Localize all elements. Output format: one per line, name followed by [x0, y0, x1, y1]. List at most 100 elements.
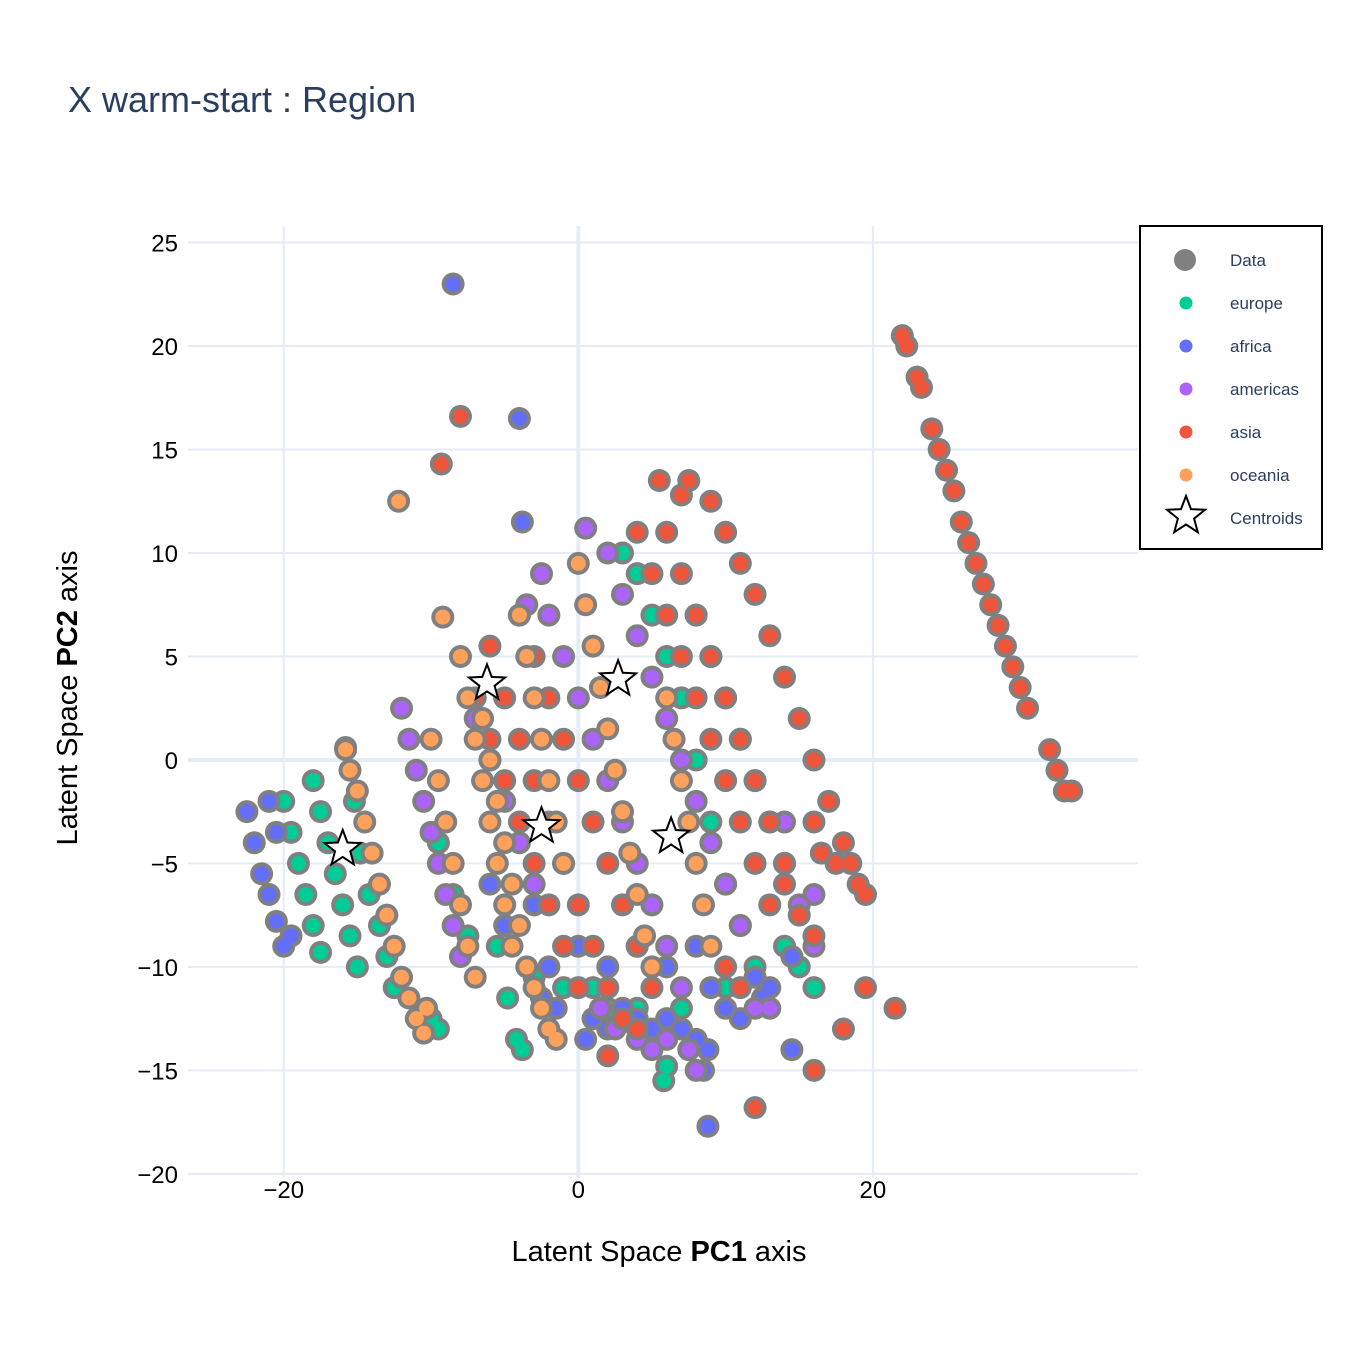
- legend-label: oceania: [1230, 466, 1290, 485]
- data-point-africa: [700, 1118, 716, 1134]
- data-point-oceania: [357, 814, 373, 830]
- data-point-asia: [791, 711, 807, 727]
- data-point-europe: [290, 855, 306, 871]
- data-point-asia: [762, 814, 778, 830]
- legend-item-asia[interactable]: asia: [1179, 423, 1262, 442]
- x-axis-title-bold: PC1: [690, 1236, 746, 1268]
- series-oceania: [334, 489, 723, 1051]
- data-point-africa: [283, 928, 299, 944]
- data-point-asia: [983, 597, 999, 613]
- data-point-asia: [806, 752, 822, 768]
- legend[interactable]: Data europe africa americas asia oceania Centr…: [1139, 225, 1323, 550]
- data-point-europe: [298, 886, 314, 902]
- y-axis-title-prefix: Latent Space: [52, 667, 84, 846]
- data-point-americas: [556, 648, 572, 664]
- legend-item-oceania[interactable]: oceania: [1179, 466, 1291, 485]
- data-point-asia: [887, 1000, 903, 1016]
- legend-item-americas[interactable]: americas: [1179, 380, 1299, 399]
- data-point-asia: [703, 493, 719, 509]
- data-point-asia: [939, 462, 955, 478]
- data-point-oceania: [452, 648, 468, 664]
- data-point-oceania: [489, 855, 505, 871]
- data-point-americas: [445, 918, 461, 934]
- legend-item-africa[interactable]: africa: [1179, 337, 1273, 356]
- data-point-oceania: [401, 990, 417, 1006]
- data-point-americas: [570, 690, 586, 706]
- data-point-asia: [688, 690, 704, 706]
- data-point-africa: [246, 835, 262, 851]
- data-point-africa: [673, 1021, 689, 1037]
- data-point-asia: [659, 607, 675, 623]
- data-point-europe: [688, 752, 704, 768]
- data-point-asia: [806, 814, 822, 830]
- data-point-americas: [511, 835, 527, 851]
- data-point-asia: [899, 338, 915, 354]
- data-point-africa: [548, 1000, 564, 1016]
- x-tick-label: 0: [572, 1177, 585, 1204]
- centroid-markers: [321, 657, 692, 867]
- data-point-asia: [732, 980, 748, 996]
- data-point-europe: [806, 980, 822, 996]
- data-point-americas: [688, 793, 704, 809]
- data-point-asia: [946, 483, 962, 499]
- legend-item-europe[interactable]: europe: [1179, 294, 1283, 313]
- data-point-americas: [533, 566, 549, 582]
- data-point-asia: [1049, 762, 1065, 778]
- data-point-asia: [570, 773, 586, 789]
- data-point-oceania: [371, 876, 387, 892]
- data-point-africa: [688, 938, 704, 954]
- data-point-oceania: [511, 918, 527, 934]
- legend-swatch-africa: [1179, 339, 1193, 353]
- data-point-americas: [747, 1000, 763, 1016]
- data-point-asia: [791, 907, 807, 923]
- data-point-africa: [732, 1011, 748, 1027]
- data-point-asia: [673, 566, 689, 582]
- data-point-europe: [556, 980, 572, 996]
- data-point-americas: [659, 711, 675, 727]
- data-point-oceania: [460, 690, 476, 706]
- data-point-oceania: [435, 609, 451, 625]
- data-point-europe: [276, 793, 292, 809]
- legend-swatch-data: [1174, 249, 1196, 271]
- data-point-africa: [718, 1000, 734, 1016]
- data-point-europe: [489, 938, 505, 954]
- data-point-africa: [239, 804, 255, 820]
- data-point-asia: [526, 855, 542, 871]
- data-point-americas: [394, 700, 410, 716]
- x-axis-title-suffix: axis: [747, 1236, 807, 1268]
- data-point-africa: [276, 938, 292, 954]
- y-tick-label: 5: [165, 644, 178, 671]
- data-point-asia: [1012, 680, 1028, 696]
- data-point-oceania: [688, 855, 704, 871]
- data-point-asia: [747, 773, 763, 789]
- data-point-americas: [629, 628, 645, 644]
- centroid-star: [466, 661, 508, 701]
- data-point-oceania: [394, 969, 410, 985]
- data-point-europe: [305, 918, 321, 934]
- data-point-africa: [762, 980, 778, 996]
- data-point-africa: [703, 980, 719, 996]
- legend-swatch-americas: [1179, 382, 1193, 396]
- data-point-asia: [762, 628, 778, 644]
- data-point-americas: [600, 545, 616, 561]
- data-point-asia: [703, 731, 719, 747]
- legend-item-centroids[interactable]: Centroids: [1164, 493, 1303, 535]
- data-point-asia: [1005, 659, 1021, 675]
- data-point-africa: [261, 886, 277, 902]
- data-point-americas: [526, 876, 542, 892]
- data-point-oceania: [622, 845, 638, 861]
- data-point-asia: [1064, 783, 1080, 799]
- data-point-europe: [659, 648, 675, 664]
- data-point-africa: [497, 918, 513, 934]
- data-point-oceania: [391, 493, 407, 509]
- data-point-americas: [416, 793, 432, 809]
- data-point-oceania: [475, 711, 491, 727]
- data-point-oceania: [342, 762, 358, 778]
- legend-item-data[interactable]: Data: [1174, 249, 1266, 271]
- data-point-oceania: [556, 855, 572, 871]
- data-point-oceania: [482, 814, 498, 830]
- data-point-asia: [1042, 742, 1058, 758]
- data-point-asia: [913, 379, 929, 395]
- data-point-asia: [732, 731, 748, 747]
